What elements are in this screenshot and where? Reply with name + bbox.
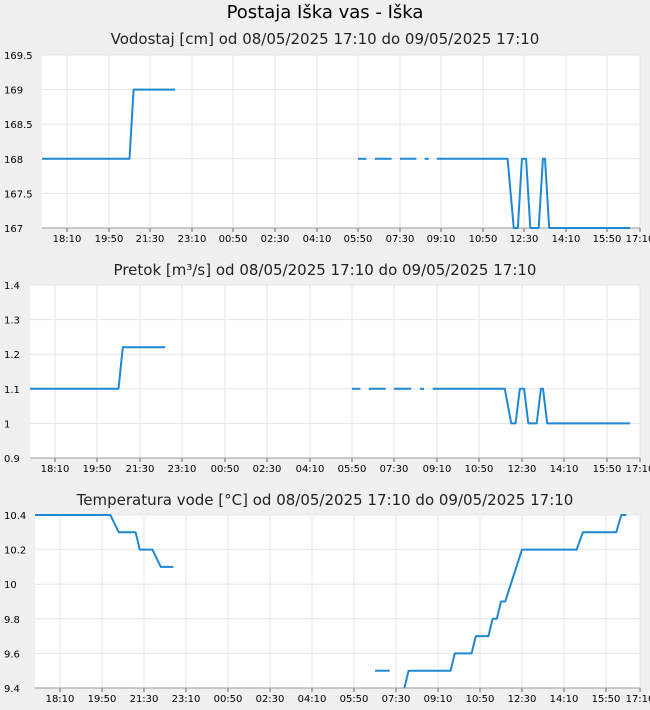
x-tick-label: 12:30: [510, 234, 539, 245]
series-line: [35, 514, 174, 568]
x-tick-label: 05:50: [340, 694, 369, 705]
x-tick-label: 05:50: [338, 464, 367, 475]
x-tick-label: 07:30: [380, 464, 409, 475]
y-tick-label: 169.5: [4, 51, 33, 62]
y-tick-label: 9.6: [4, 649, 20, 660]
y-tick-label: 0.9: [4, 454, 20, 465]
x-tick-label: 23:10: [172, 694, 201, 705]
y-tick-label: 10.4: [4, 511, 26, 522]
y-tick-label: 10.2: [4, 546, 26, 557]
x-tick-label: 05:50: [344, 234, 373, 245]
x-tick-label: 21:30: [126, 464, 155, 475]
x-tick-label: 23:10: [168, 464, 197, 475]
chart-title-pretok: Pretok [m³/s] od 08/05/2025 17:10 do 09/…: [113, 261, 537, 279]
x-tick-label: 17:10: [626, 694, 650, 705]
x-tick-label: 23:10: [178, 234, 207, 245]
x-tick-label: 14:10: [550, 694, 579, 705]
x-tick-label: 17:10: [626, 234, 650, 245]
y-tick-label: 168.5: [4, 120, 33, 131]
x-tick-label: 19:50: [88, 694, 117, 705]
y-tick-label: 1.3: [4, 316, 20, 327]
y-tick-label: 169: [4, 86, 23, 97]
series-line: [403, 514, 627, 689]
x-tick-label: 00:50: [214, 694, 243, 705]
x-tick-label: 18:10: [46, 694, 75, 705]
y-tick-label: 9.4: [4, 684, 20, 695]
x-tick-label: 15:50: [592, 694, 621, 705]
x-tick-label: 09:10: [423, 464, 452, 475]
y-tick-label: 167: [4, 224, 23, 235]
y-tick-label: 10: [4, 580, 17, 591]
x-tick-label: 07:30: [382, 694, 411, 705]
y-tick-label: 1.2: [4, 350, 20, 361]
x-tick-label: 09:10: [427, 234, 456, 245]
x-tick-label: 02:30: [261, 234, 290, 245]
x-tick-label: 04:10: [296, 464, 325, 475]
x-tick-label: 00:50: [211, 464, 240, 475]
x-tick-label: 21:30: [130, 694, 159, 705]
series-line: [42, 88, 176, 160]
y-tick-label: 9.8: [4, 615, 20, 626]
x-tick-label: 17:10: [626, 464, 650, 475]
x-tick-label: 07:30: [386, 234, 415, 245]
x-tick-label: 18:10: [41, 464, 70, 475]
y-tick-label: 1.4: [4, 281, 20, 292]
x-tick-label: 21:30: [136, 234, 165, 245]
chart-title-temperatura: Temperatura vode [°C] od 08/05/2025 17:1…: [76, 491, 574, 509]
chart-title-vodostaj: Vodostaj [cm] od 08/05/2025 17:10 do 09/…: [110, 30, 540, 48]
x-tick-label: 15:50: [593, 464, 622, 475]
series-line: [30, 346, 166, 390]
x-tick-label: 02:30: [253, 464, 282, 475]
x-tick-label: 02:30: [256, 694, 285, 705]
x-tick-label: 09:10: [424, 694, 453, 705]
series-line: [436, 157, 631, 229]
x-tick-label: 19:50: [83, 464, 112, 475]
x-tick-label: 14:10: [550, 464, 579, 475]
x-tick-label: 00:50: [219, 234, 248, 245]
x-tick-label: 04:10: [303, 234, 332, 245]
x-tick-label: 18:10: [53, 234, 82, 245]
x-tick-label: 19:50: [95, 234, 124, 245]
x-tick-label: 12:30: [508, 694, 537, 705]
x-tick-label: 04:10: [298, 694, 327, 705]
plot-area: [42, 55, 640, 228]
x-tick-label: 10:50: [466, 694, 495, 705]
x-tick-label: 15:50: [593, 234, 622, 245]
page-title: Postaja Iška vas - Iška: [226, 2, 424, 23]
plot-area: [35, 515, 640, 688]
y-tick-label: 1.1: [4, 385, 20, 396]
plot-area: [30, 285, 640, 458]
x-tick-label: 14:10: [552, 234, 581, 245]
y-tick-label: 167.5: [4, 189, 33, 200]
x-tick-label: 10:50: [469, 234, 498, 245]
y-tick-label: 1: [4, 419, 10, 430]
series-line: [432, 387, 631, 425]
x-tick-label: 12:30: [508, 464, 537, 475]
x-tick-label: 10:50: [465, 464, 494, 475]
y-tick-label: 168: [4, 155, 23, 166]
